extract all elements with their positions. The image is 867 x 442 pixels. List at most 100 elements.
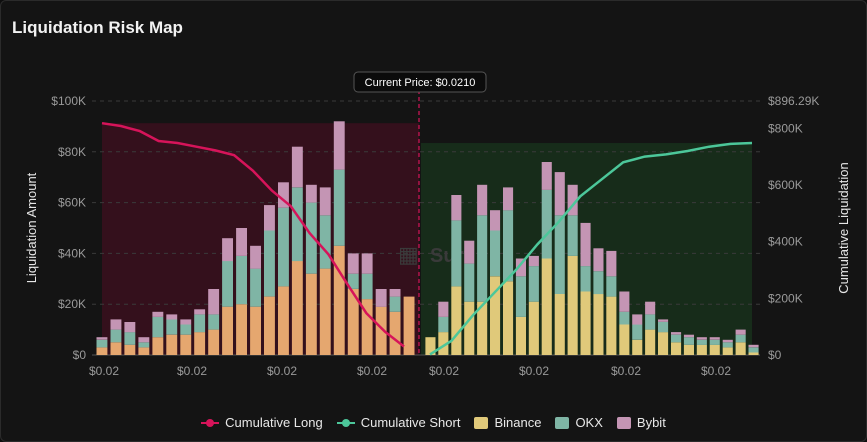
- short-bar-binance: [748, 352, 759, 355]
- short-bar-okx: [722, 342, 733, 348]
- y-tick-label: $20K: [58, 297, 86, 311]
- short-bar-okx: [503, 210, 514, 282]
- short-bar-binance: [541, 258, 552, 355]
- short-bar-bybit: [451, 195, 462, 221]
- short-bar-binance: [593, 294, 604, 355]
- short-bar-binance: [735, 342, 746, 355]
- long-bar-binance: [208, 329, 220, 355]
- short-bar-bybit: [554, 172, 565, 216]
- short-bar-okx: [619, 311, 630, 325]
- long-bar-okx: [264, 230, 275, 297]
- short-bar-binance: [632, 339, 643, 355]
- y-tick-label: $100K: [51, 94, 86, 108]
- long-bar-binance: [110, 342, 122, 355]
- short-bar-bybit: [528, 255, 539, 267]
- short-bar-binance: [528, 301, 539, 355]
- y2-tick-label: $0: [768, 348, 782, 362]
- long-bar-okx: [138, 342, 150, 348]
- long-bar-okx: [236, 255, 247, 305]
- short-bar-okx: [606, 276, 617, 297]
- short-bar-bybit: [671, 332, 682, 335]
- legend-item-cumulative-long[interactable]: Cumulative Long: [201, 415, 323, 430]
- long-bar-binance: [264, 296, 275, 355]
- short-bar-okx: [567, 215, 578, 256]
- y2-tick-label: $400K: [768, 235, 803, 249]
- long-bar-bybit: [208, 289, 220, 315]
- short-bar-okx: [464, 263, 475, 302]
- short-bar-bybit: [438, 301, 449, 317]
- long-bar-binance: [236, 304, 247, 355]
- long-bar-okx: [180, 324, 192, 335]
- long-bar-bybit: [278, 182, 289, 208]
- long-bar-bybit: [264, 205, 275, 231]
- legend-item-binance[interactable]: Binance: [474, 415, 541, 430]
- long-bar-bybit: [110, 319, 122, 330]
- long-bar-binance: [250, 306, 261, 355]
- cumulative-short-line: [429, 141, 753, 356]
- short-bar-binance: [567, 255, 578, 355]
- long-bar-binance: [347, 289, 359, 355]
- short-bar-bybit: [490, 210, 501, 231]
- short-bar-okx: [490, 230, 501, 277]
- short-bar-okx: [554, 215, 565, 294]
- long-bar-binance: [361, 299, 373, 355]
- short-bar-bybit: [632, 314, 643, 325]
- long-bar-okx: [208, 314, 220, 330]
- short-bar-bybit: [541, 162, 552, 190]
- short-bar-okx: [593, 271, 604, 295]
- legend-label-binance: Binance: [494, 415, 542, 430]
- watermark-icon: ▦: [398, 242, 419, 267]
- long-bar-binance: [319, 268, 331, 355]
- short-bar-binance: [464, 301, 475, 355]
- long-bar-okx: [347, 273, 359, 289]
- short-bar-bybit: [683, 334, 694, 338]
- long-bar-bybit: [333, 121, 345, 170]
- long-bar-okx: [194, 314, 206, 333]
- y2-tick-label: $800K: [768, 121, 803, 135]
- legend-bybit-swatch: [616, 416, 631, 429]
- short-bar-okx: [438, 316, 449, 333]
- y-tick-label: $0: [73, 348, 87, 362]
- long-bar-okx: [319, 215, 331, 269]
- y2-axis-title: Cumulative Liquidation: [836, 162, 851, 294]
- short-bar-binance: [709, 344, 720, 355]
- short-bar-okx: [632, 324, 643, 340]
- legend-item-okx[interactable]: OKX: [555, 415, 603, 430]
- short-bar-bybit: [696, 337, 707, 340]
- short-bar-binance: [722, 347, 733, 355]
- long-bar-binance: [375, 306, 387, 355]
- short-bar-okx: [709, 339, 720, 345]
- short-bar-bybit: [515, 258, 526, 277]
- long-bar-bybit: [305, 184, 317, 203]
- long-bar-binance: [333, 245, 345, 355]
- short-bar-okx: [645, 314, 656, 330]
- short-bar-binance: [515, 316, 526, 355]
- x-tick-label: $0.02: [267, 364, 297, 378]
- legend-binance-swatch: [474, 416, 489, 429]
- y2-tick-label: $896.29K: [768, 94, 819, 108]
- long-bar-bybit: [194, 309, 206, 315]
- long-bar-bybit: [222, 238, 233, 262]
- short-bar-bybit: [567, 184, 578, 216]
- long-bar-okx: [291, 187, 303, 262]
- current-price-badge: [353, 71, 487, 93]
- short-bar-okx: [735, 334, 746, 343]
- long-bar-binance: [166, 334, 178, 355]
- short-bar-okx: [683, 337, 694, 345]
- short-bar-okx: [658, 322, 669, 333]
- long-bar-okx: [250, 268, 261, 307]
- short-bar-binance: [490, 276, 501, 355]
- legend-item-cumulative-short[interactable]: Cumulative Short: [336, 415, 460, 430]
- x-tick-label: $0.02: [519, 364, 549, 378]
- x-tick-label: $0.02: [89, 364, 119, 378]
- long-bar-okx: [278, 207, 289, 287]
- x-tick-label: $0.02: [701, 364, 731, 378]
- long-bar-okx: [333, 169, 345, 246]
- long-bar-okx: [110, 329, 122, 343]
- short-bar-binance: [554, 294, 565, 355]
- y-tick-label: $80K: [58, 145, 86, 159]
- legend-item-bybit[interactable]: Bybit: [616, 415, 666, 430]
- legend-okx-swatch: [555, 416, 570, 429]
- long-bar-bybit: [361, 253, 373, 274]
- long-bar-binance: [389, 311, 401, 355]
